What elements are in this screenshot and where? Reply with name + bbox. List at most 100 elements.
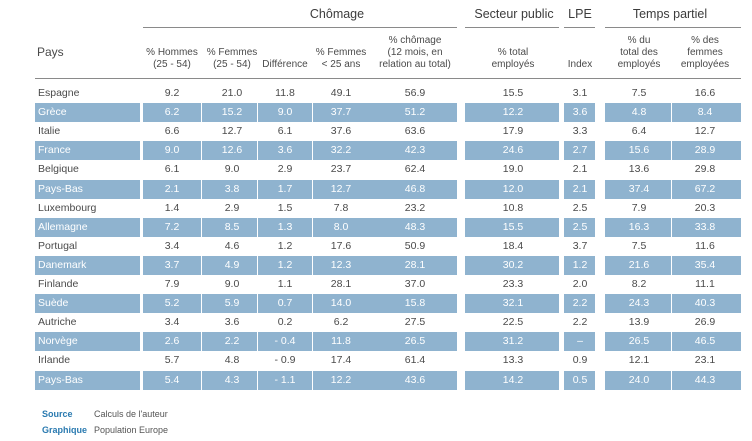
header-chomage12-line3: relation au total)	[379, 59, 451, 70]
cell-pays: Grèce	[38, 106, 67, 119]
row-shade	[143, 179, 201, 199]
row-shade	[564, 179, 595, 199]
cell-femmes: 3.6	[224, 316, 240, 329]
header-femmes: % Femmes (25 - 54)	[202, 47, 262, 71]
row-shade	[143, 141, 201, 161]
cell-tp_total: 26.5	[628, 335, 650, 348]
header-index: Index	[563, 59, 597, 71]
header-difference: Différence	[257, 59, 313, 71]
cell-pays: Allemagne	[38, 220, 88, 233]
cell-diff: 1.5	[277, 201, 293, 214]
group-chomage: Chômage	[309, 7, 365, 21]
header-hommes: % Hommes (25 - 54)	[140, 47, 204, 71]
footer-source-label: Source	[42, 409, 73, 419]
row-shade	[564, 332, 595, 352]
row-shade	[143, 332, 201, 352]
row-shade	[564, 255, 595, 275]
cell-hommes: 7.9	[164, 278, 180, 290]
cell-tp_total: 21.6	[628, 258, 650, 271]
cell-tp_total: 37.4	[628, 182, 650, 195]
row-shade	[258, 255, 312, 275]
cell-diff: 0.2	[277, 316, 293, 329]
cell-femmes25: 7.8	[333, 201, 349, 214]
row-shade	[313, 370, 457, 390]
header-femmes25-line2: < 25 ans	[321, 59, 361, 70]
cell-chom12: 46.8	[404, 182, 426, 195]
cell-hommes: 1.4	[164, 201, 180, 214]
cell-femmes: 4.9	[224, 258, 240, 271]
cell-hommes: 6.2	[164, 106, 180, 119]
cell-hommes: 3.4	[164, 239, 180, 252]
cell-hommes: 3.4	[164, 316, 180, 329]
cell-hommes: 6.6	[164, 125, 180, 138]
cell-lpe: 3.1	[572, 87, 588, 99]
header-total-employes-line1: % total	[497, 47, 529, 58]
cell-femmes25: 37.6	[330, 125, 352, 138]
cell-femmes25: 6.2	[333, 316, 349, 329]
footer-graphique: Graphique Population Europe	[42, 425, 242, 437]
cell-diff: - 0.4	[274, 335, 296, 348]
cell-chom12: 23.2	[404, 201, 426, 214]
cell-hommes: 3.7	[164, 258, 180, 271]
row-shade	[672, 179, 741, 199]
row-shade	[143, 370, 201, 390]
row-shade	[605, 255, 671, 275]
cell-sect: 15.5	[502, 87, 524, 99]
group-chomage-line	[143, 27, 457, 28]
cell-lpe: 0.9	[572, 354, 588, 367]
cell-tp_femmes: 33.8	[694, 220, 716, 233]
group-secteur-public-line	[465, 27, 559, 28]
row-shade	[258, 370, 312, 390]
row-shade	[143, 255, 201, 275]
header-total-des-employes-line1: % du	[627, 35, 651, 46]
table-row: Luxembourg 1.4 2.9 1.5 7.8 23.2 10.8 2.5 7.9 20.3	[35, 199, 741, 218]
row-shade	[143, 103, 201, 123]
cell-femmes: 4.3	[224, 373, 240, 386]
cell-hommes: 7.2	[164, 220, 180, 233]
row-shade	[672, 370, 741, 390]
cell-diff: 2.9	[277, 163, 293, 176]
row-shade	[672, 294, 741, 314]
cell-tp_femmes: 35.4	[694, 258, 716, 271]
cell-lpe: 2.7	[572, 144, 588, 157]
row-shade	[564, 103, 595, 123]
cell-lpe: 3.7	[572, 239, 588, 252]
table-row: Danemark 3.7 4.9 1.2 12.3 28.1 30.2 1.2 21.6 35.4	[35, 255, 741, 275]
row-shade	[465, 255, 559, 275]
cell-lpe: 3.3	[572, 125, 588, 138]
header-total-employes: % total employés	[475, 47, 551, 71]
table-row: Suède 5.2 5.9 0.7 14.0 15.8 32.1 2.2 24.3 40.3	[35, 294, 741, 314]
row-shade	[465, 294, 559, 314]
cell-femmes: 2.9	[224, 201, 240, 214]
cell-femmes25: 17.4	[330, 354, 352, 367]
footer-graphique-label: Graphique	[42, 425, 88, 435]
cell-diff: 1.2	[277, 258, 293, 271]
table-row: France 9.0 12.6 3.6 32.2 42.3 24.6 2.7 15.6 28.9	[35, 141, 741, 161]
cell-tp_femmes: 40.3	[694, 297, 716, 310]
header-des-femmes-employees-line2: femmes	[687, 47, 723, 58]
cell-tp_total: 16.3	[628, 220, 650, 233]
cell-tp_total: 6.4	[631, 125, 647, 138]
cell-tp_femmes: 12.7	[694, 125, 716, 138]
cell-sect: 19.0	[502, 163, 524, 176]
header-femmes-line1: % Femmes	[206, 47, 258, 58]
cell-pays: Italie	[38, 125, 61, 138]
row-shade	[564, 141, 595, 161]
cell-sect: 12.2	[502, 106, 524, 119]
cell-tp_femmes: 29.8	[694, 163, 716, 176]
table-row: Grèce 6.2 15.2 9.0 37.7 51.2 12.2 3.6 4.8 8.4	[35, 103, 741, 123]
cell-tp_total: 7.9	[631, 201, 647, 214]
row-shade	[35, 141, 140, 161]
header-des-femmes-employees: % des femmes employées	[671, 35, 739, 71]
cell-pays: Norvège	[38, 335, 78, 348]
cell-chom12: 61.4	[404, 354, 426, 367]
group-lpe: LPE	[568, 7, 592, 21]
table-row: Allemagne 7.2 8.5 1.3 8.0 48.3 15.5 2.5 16.3 33.8	[35, 217, 741, 237]
row-shade	[202, 217, 257, 237]
cell-hommes: 2.1	[164, 182, 180, 195]
cell-pays: Belgique	[38, 163, 79, 176]
row-shade	[313, 179, 457, 199]
cell-pays: Irlande	[38, 354, 71, 367]
row-shade	[313, 217, 457, 237]
cell-femmes25: 12.2	[330, 373, 352, 386]
